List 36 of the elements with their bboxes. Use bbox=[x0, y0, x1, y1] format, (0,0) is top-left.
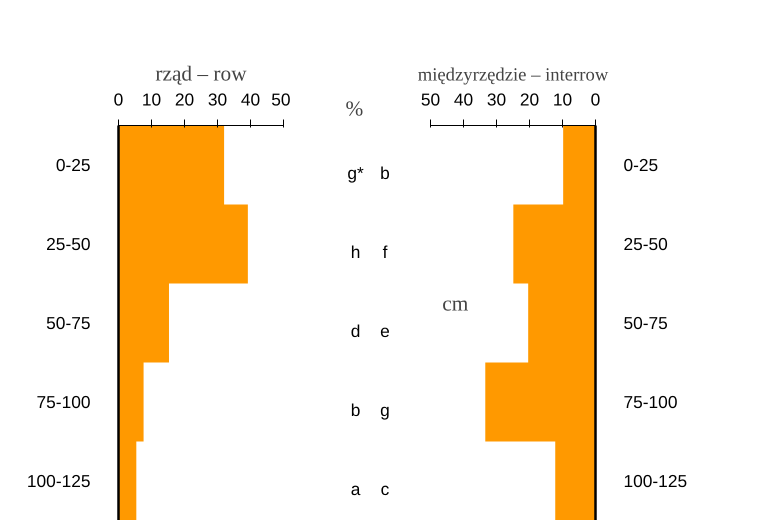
x-tick-label: 0 bbox=[114, 90, 124, 110]
x-tick-label: 30 bbox=[486, 90, 506, 110]
text: g bbox=[380, 400, 390, 420]
chart-title: rząd – row bbox=[155, 62, 248, 86]
x-tick-label: 20 bbox=[520, 90, 540, 110]
text: a bbox=[350, 478, 361, 499]
text: g* bbox=[347, 162, 364, 183]
text: b bbox=[350, 400, 360, 420]
x-tick-label: 10 bbox=[142, 90, 162, 110]
text: b bbox=[380, 162, 390, 183]
y-tick-label: 75-100 bbox=[36, 392, 91, 412]
y-tick-label: 50-75 bbox=[624, 313, 668, 333]
x-tick-label: 50 bbox=[420, 90, 440, 110]
text: f bbox=[382, 242, 388, 262]
y-tick-label: 75-100 bbox=[624, 392, 678, 412]
text: d bbox=[350, 320, 360, 341]
x-tick-label: 40 bbox=[240, 90, 260, 110]
text: e bbox=[380, 320, 390, 341]
y-tick-label: 25-50 bbox=[46, 234, 91, 254]
text: c bbox=[380, 478, 390, 499]
y-tick-label: 0-25 bbox=[624, 155, 658, 175]
y-tick-label: 100-125 bbox=[26, 471, 90, 491]
y-tick-label: 100-125 bbox=[624, 471, 688, 491]
y-tick-label: 50-75 bbox=[46, 313, 91, 333]
x-tick-label: 20 bbox=[174, 90, 194, 110]
annotation: cm bbox=[442, 291, 469, 316]
text: h bbox=[350, 242, 360, 262]
chart-title: międzyrzędzie – interrow bbox=[418, 64, 609, 86]
y-tick-label: 0-25 bbox=[56, 155, 91, 175]
x-tick-label: 50 bbox=[271, 90, 291, 110]
x-tick-label: 10 bbox=[552, 90, 572, 110]
x-tick-label: 0 bbox=[590, 90, 600, 110]
x-tick-label: 30 bbox=[208, 90, 228, 110]
y-tick-label: 25-50 bbox=[624, 234, 668, 254]
x-tick-label: 40 bbox=[454, 90, 474, 110]
text: % bbox=[346, 96, 364, 120]
